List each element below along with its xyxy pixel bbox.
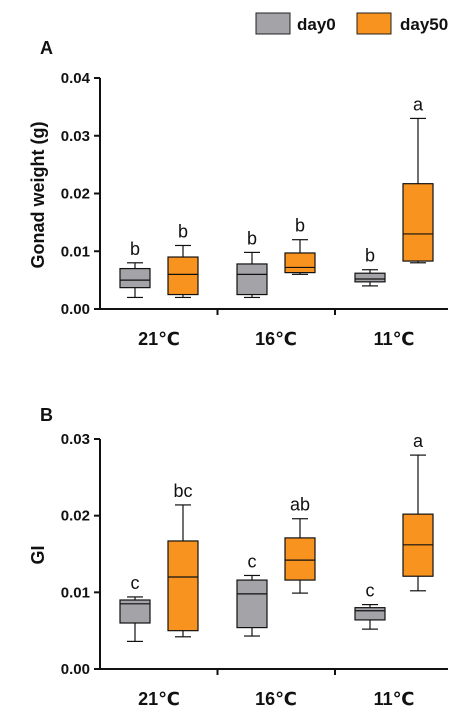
panel-a-box-day50: b: [167, 221, 199, 299]
panel-a: A Gonad weight (g) 0.00 0.01 0.02 0.03 0.04 2…: [28, 38, 448, 349]
panel-a-box-day0: b: [236, 228, 268, 299]
significance-letter: ab: [290, 495, 310, 515]
box-iqr: [354, 607, 386, 621]
legend-label-day0: day0: [297, 15, 336, 34]
panel-b-plot: 0.00 0.01 0.02 0.03 21℃ 16℃ 11℃ c c c bc ab a: [61, 431, 448, 708]
legend: day0 day50: [255, 12, 448, 35]
significance-letter: a: [413, 431, 424, 451]
panel-b-box-day50: bc: [167, 481, 199, 638]
panel-a-box-day0: b: [354, 246, 386, 287]
panel-b-ytick-label: 0.03: [61, 431, 90, 448]
panel-b-xtick-label: 21℃: [138, 689, 180, 708]
significance-letter: c: [248, 551, 257, 571]
legend-swatch-day0: [255, 12, 291, 35]
panel-a-xtick-label: 16℃: [255, 329, 297, 349]
panel-b-ylabel: GI: [28, 545, 48, 564]
panel-a-xtick-label: 21℃: [138, 329, 180, 349]
box-iqr: [167, 540, 199, 632]
significance-letter: bc: [173, 481, 192, 501]
panel-a-box-day50: b: [284, 216, 316, 275]
significance-letter: b: [178, 221, 188, 241]
panel-a-ytick-label: 0.02: [61, 186, 90, 203]
significance-letter: c: [366, 581, 375, 601]
panel-b-box-day50: a: [402, 431, 434, 592]
panel-b-label: B: [40, 405, 53, 425]
box-iqr: [236, 263, 268, 296]
legend-label-day50: day50: [400, 15, 448, 34]
significance-letter: b: [365, 246, 375, 266]
panel-a-plot: 0.00 0.01 0.02 0.03 0.04 21℃ 16℃ 11℃ b b b b b a: [61, 70, 448, 349]
panel-b-ytick-label: 0.01: [61, 584, 90, 601]
panel-b-ytick-label: 0.00: [61, 661, 90, 678]
box-iqr: [354, 272, 386, 283]
panel-a-label: A: [40, 38, 53, 58]
panel-b-box-day0: c: [119, 573, 151, 643]
box-iqr: [402, 183, 434, 262]
panel-b-box-day0: c: [354, 581, 386, 630]
significance-letter: c: [131, 573, 140, 593]
panel-a-ytick-label: 0.01: [61, 243, 90, 260]
panel-a-ytick-label: 0.04: [61, 70, 91, 87]
panel-b: B GI 0.00 0.01 0.02 0.03 21℃ 16℃ 11℃ c c c bc ab a: [28, 405, 448, 708]
box-iqr: [236, 579, 268, 629]
panel-b-ytick-label: 0.02: [61, 508, 90, 525]
box-iqr: [167, 256, 199, 296]
significance-letter: b: [295, 216, 305, 236]
panel-b-box-day50: ab: [284, 495, 316, 594]
legend-item-day50: day50: [356, 12, 448, 35]
panel-b-box-day0: c: [236, 551, 268, 637]
panel-a-ytick-label: 0.03: [61, 128, 90, 145]
significance-letter: a: [413, 94, 424, 114]
panel-b-xtick-label: 11℃: [374, 689, 415, 708]
significance-letter: b: [130, 239, 140, 259]
legend-swatch-day50: [356, 12, 392, 35]
panel-a-xtick-label: 11℃: [374, 329, 415, 349]
box-iqr: [284, 537, 316, 581]
panel-a-box-day50: a: [402, 94, 434, 264]
panel-a-ytick-label: 0.00: [61, 301, 90, 318]
panel-a-ylabel: Gonad weight (g): [28, 122, 48, 269]
box-iqr: [119, 267, 151, 289]
panel-a-box-day0: b: [119, 239, 151, 299]
legend-item-day0: day0: [255, 12, 336, 35]
box-iqr: [119, 599, 151, 624]
box-iqr: [284, 252, 316, 274]
panel-b-xtick-label: 16℃: [255, 689, 297, 708]
significance-letter: b: [247, 228, 257, 248]
